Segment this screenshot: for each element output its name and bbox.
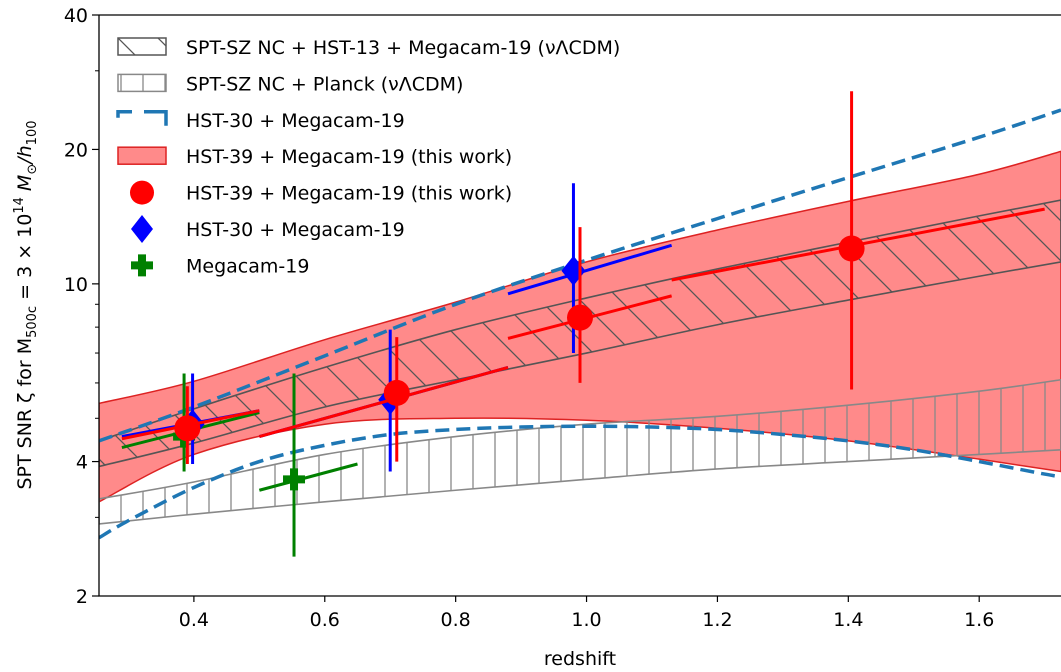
x-tick-label: 1.2 [702,609,732,631]
y-label-pre: SPT SNR ζ for M [14,338,36,490]
legend-marker-circle [130,180,154,205]
y-axis-label: SPT SNR ζ for M500c = 3 × 1014 M⊙/h100 [12,120,40,489]
x-tick-label: 0.8 [441,609,471,631]
xerr-bar [258,462,358,492]
x-axis-label: redshift [544,648,616,670]
legend-item: SPT-SZ NC + HST-13 + Megacam-19 (νΛCDM) [117,37,620,59]
y-label-sub2: ⊙ [25,164,40,175]
x-tick-label: 1.4 [833,609,863,631]
legend-item: SPT-SZ NC + Planck (νΛCDM) [117,73,463,95]
legend-label: HST-39 + Megacam-19 (this work) [186,183,512,205]
data-point-circle [383,379,410,406]
data-point-circle [567,304,593,331]
y-tick-label: 2 [76,586,88,608]
x-tick-label: 1.6 [964,609,994,631]
x-tick-label: 0.6 [310,609,340,631]
data-point-circle [174,415,201,442]
y-tick-label: 20 [64,139,88,161]
xerr-bar [258,365,509,439]
x-tick-label: 1.0 [571,609,601,631]
legend-item: HST-30 + Megacam-19 [131,215,405,243]
data-point-plus [283,468,306,491]
legend-item: HST-39 + Megacam-19 (this work) [130,180,512,205]
legend: SPT-SZ NC + HST-13 + Megacam-19 (νΛCDM) S… [116,37,620,277]
legend-label: Megacam-19 [186,255,309,277]
legend-label: SPT-SZ NC + Planck (νΛCDM) [186,73,463,95]
legend-swatch-band [117,146,167,165]
legend-label: HST-39 + Megacam-19 (this work) [186,146,512,168]
y-tick-label: 10 [64,274,88,296]
legend-label: SPT-SZ NC + HST-13 + Megacam-19 (νΛCDM) [186,37,620,59]
dashed-line-lower [99,424,1061,540]
legend-swatch-dashed-a [116,110,132,118]
legend-item: HST-39 + Megacam-19 (this work) [117,146,512,168]
legend-item: Megacam-19 [131,254,309,277]
y-label-sup: 14 [12,197,27,214]
legend-swatch-hatch-vert [117,73,167,93]
x-tick-label: 0.4 [179,609,209,631]
legend-marker-diamond [131,215,153,243]
series-circle [121,91,1045,465]
y-label-slash: /h [14,145,36,165]
y-label-sub3: 100 [25,120,40,145]
plot-area [99,91,1061,557]
xerr-bar [507,243,673,296]
y-label-sub1: 500c [25,306,40,338]
y-label-mid2: M [14,175,36,197]
axes: 0.4 0.6 0.8 1.0 1.2 1.4 1.6 2 4 10 20 40 [64,5,1061,631]
y-label-mid: = 3 × 10 [14,214,36,306]
legend-label: HST-30 + Megacam-19 [186,110,405,132]
data-point-circle [838,235,865,262]
legend-marker-plus [131,254,153,277]
y-tick-label: 4 [76,452,88,474]
band-planck-hatched [99,378,1061,525]
legend-item: HST-30 + Megacam-19 [116,110,405,132]
legend-label: HST-30 + Megacam-19 [186,219,405,241]
legend-swatch-dashed-b [144,110,168,126]
legend-swatch-hatch-diag [117,37,167,56]
y-tick-label: 40 [64,5,88,27]
